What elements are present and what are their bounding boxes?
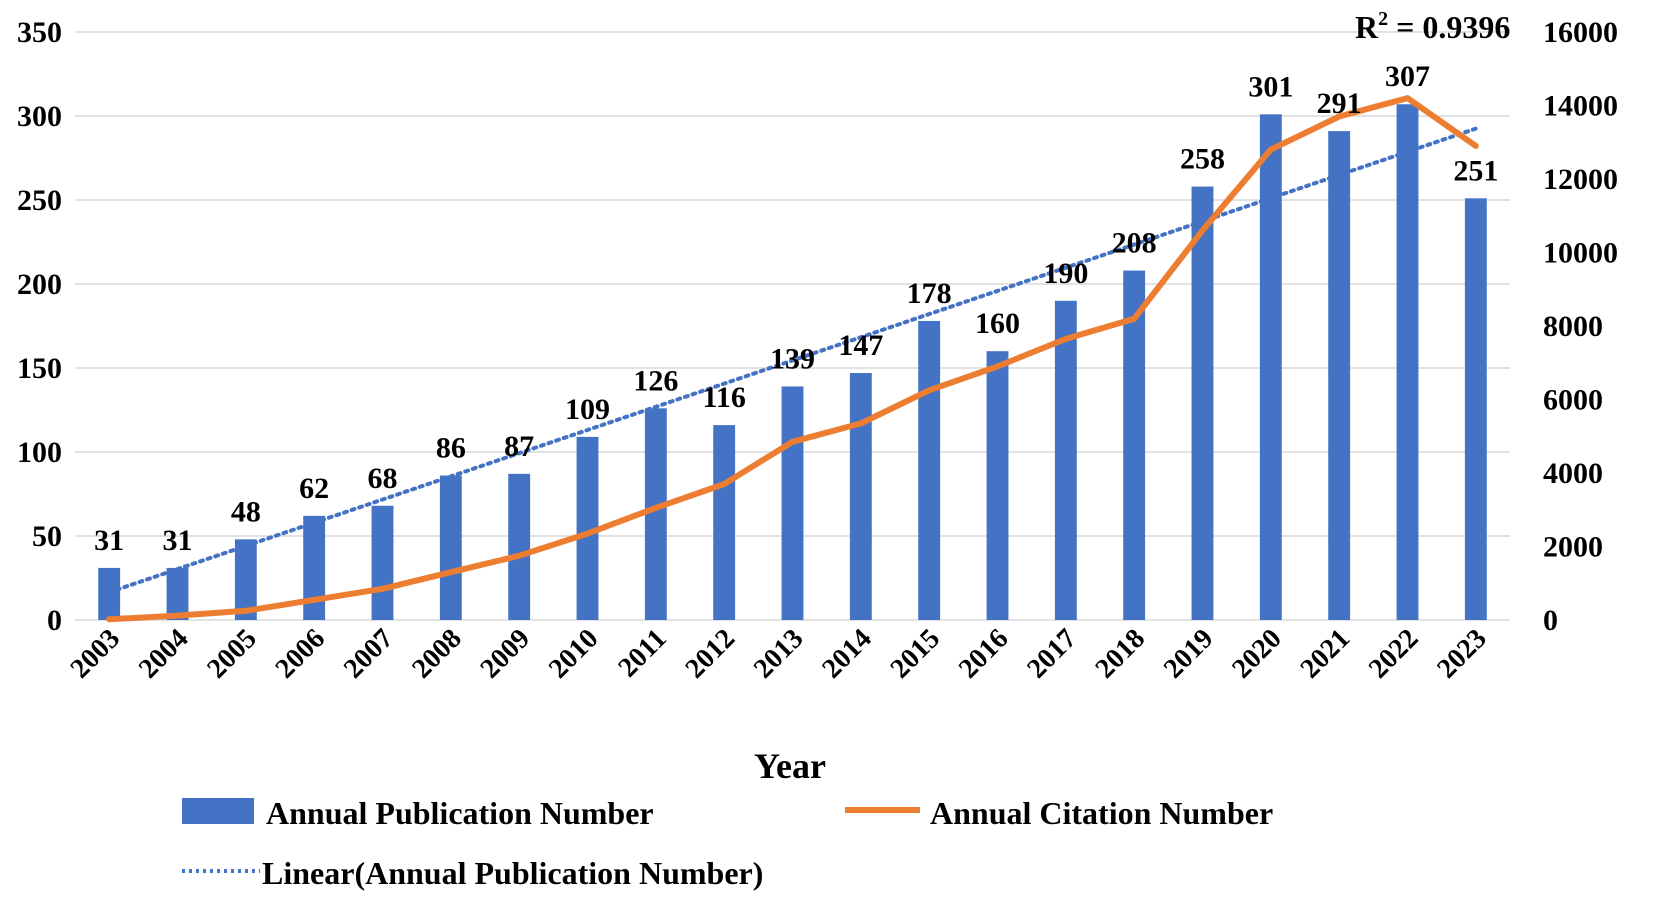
bar <box>234 539 257 620</box>
right-y-tick-label: 12000 <box>1543 163 1618 196</box>
left-y-tick-label: 350 <box>17 16 62 49</box>
bar-data-label: 86 <box>436 432 466 465</box>
bar-data-label: 208 <box>1112 227 1157 260</box>
bar-data-label: 258 <box>1180 143 1225 176</box>
bar <box>1259 114 1282 620</box>
bar-data-label: 48 <box>231 495 261 528</box>
bar <box>849 373 872 620</box>
x-tick-label: 2022 <box>1363 623 1425 685</box>
right-y-tick-label: 16000 <box>1543 16 1618 49</box>
bar-data-label: 31 <box>163 524 193 557</box>
bar-data-label: 147 <box>838 329 883 362</box>
bar <box>508 473 531 620</box>
trendline <box>107 126 1478 595</box>
bar-data-label: 62 <box>299 472 329 505</box>
x-tick-label: 2015 <box>885 623 947 685</box>
right-y-tick-label: 6000 <box>1543 384 1603 417</box>
right-y-tick-label: 10000 <box>1543 237 1618 270</box>
bar-data-label: 68 <box>368 462 398 495</box>
bar-data-label: 31 <box>94 524 124 557</box>
bar-data-label: 160 <box>975 307 1020 340</box>
bar-data-label: 307 <box>1385 60 1430 93</box>
bar-data-label: 139 <box>770 342 815 375</box>
bar <box>781 386 804 620</box>
legend-swatch-publication <box>182 798 254 824</box>
left-y-tick-label: 250 <box>17 184 62 217</box>
legend: Annual Publication Number Annual Citatio… <box>182 795 1273 891</box>
left-y-tick-label: 200 <box>17 268 62 301</box>
x-tick-label: 2019 <box>1158 623 1220 685</box>
left-y-axis: 0 50 100 150 200 250 300 350 <box>17 16 62 637</box>
right-y-tick-label: 8000 <box>1543 310 1603 343</box>
bar <box>1123 270 1146 620</box>
x-tick-label: 2014 <box>816 623 878 685</box>
legend-label-trendline: Linear(Annual Publication Number) <box>262 855 763 891</box>
data-labels: 31 31 48 62 68 86 87 109 126 116 139 147 178 160 190 20… <box>94 60 1498 557</box>
legend-label-citation: Annual Citation Number <box>930 795 1273 831</box>
legend-label-publication: Annual Publication Number <box>266 795 654 831</box>
trendline-path <box>107 126 1478 595</box>
right-y-tick-label: 14000 <box>1543 90 1618 123</box>
bar-data-label: 301 <box>1248 70 1293 103</box>
x-tick-label: 2009 <box>475 623 537 685</box>
bar <box>576 436 599 620</box>
publication-bars <box>98 104 1487 621</box>
x-axis-title: Year <box>754 746 826 786</box>
x-tick-label: 2016 <box>953 623 1015 685</box>
bar-data-label: 126 <box>633 364 678 397</box>
right-y-tick-label: 2000 <box>1543 531 1603 564</box>
bar <box>166 567 189 620</box>
bar-data-label: 116 <box>702 381 745 414</box>
x-tick-label: 2023 <box>1431 623 1493 685</box>
bar <box>439 475 462 620</box>
x-tick-label: 2011 <box>612 623 672 683</box>
right-y-tick-label: 4000 <box>1543 457 1603 490</box>
bar-data-label: 190 <box>1043 257 1088 290</box>
x-tick-label: 2012 <box>680 623 742 685</box>
citation-line <box>106 95 1479 623</box>
bar-data-label: 178 <box>907 277 952 310</box>
right-y-axis: 0 2000 4000 6000 8000 10000 12000 14000 16000 <box>1543 16 1618 637</box>
x-tick-label: 2010 <box>543 623 605 685</box>
bar <box>1464 198 1487 620</box>
bar <box>1191 186 1214 620</box>
bar <box>1054 300 1077 620</box>
x-tick-label: 2020 <box>1226 623 1288 685</box>
bar-data-label: 109 <box>565 393 610 426</box>
bar <box>986 351 1009 620</box>
x-tick-label: 2008 <box>406 623 468 685</box>
bar <box>1328 131 1351 620</box>
bar-data-label: 251 <box>1453 154 1498 187</box>
left-y-tick-label: 300 <box>17 100 62 133</box>
x-tick-label: 2007 <box>338 623 400 685</box>
x-tick-label: 2017 <box>1021 623 1083 685</box>
bar <box>303 515 326 620</box>
left-y-tick-label: 0 <box>47 604 62 637</box>
x-tick-label: 2021 <box>1295 623 1357 685</box>
x-tick-label: 2004 <box>133 623 195 685</box>
x-axis-ticks: 2003 2004 2005 2006 2007 2008 2009 2010 2011 2012… <box>65 623 1493 685</box>
bar-data-label: 87 <box>504 430 534 463</box>
x-tick-label: 2005 <box>201 623 263 685</box>
x-tick-label: 2013 <box>748 623 810 685</box>
x-tick-label: 2018 <box>1090 623 1152 685</box>
bar <box>713 425 736 620</box>
bar <box>1396 104 1419 621</box>
left-y-tick-label: 100 <box>17 436 62 469</box>
bar <box>371 505 394 620</box>
left-y-tick-label: 50 <box>32 520 62 553</box>
r-squared-annotation: R2 = 0.9396 <box>1355 8 1510 45</box>
bar <box>644 408 667 620</box>
citation-line-path <box>106 95 1479 623</box>
bar-data-label: 291 <box>1317 87 1362 120</box>
bar <box>918 320 941 620</box>
right-y-tick-label: 0 <box>1543 604 1558 637</box>
x-tick-label: 2003 <box>65 623 127 685</box>
left-y-tick-label: 150 <box>17 352 62 385</box>
x-tick-label: 2006 <box>270 623 332 685</box>
